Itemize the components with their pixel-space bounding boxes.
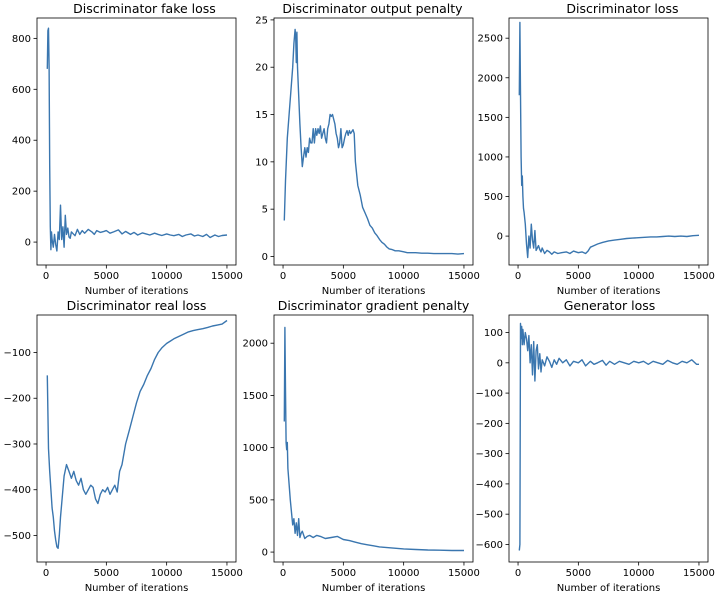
y-tick-label: 15: [255, 110, 268, 121]
y-tick-label: −200: [476, 419, 503, 430]
x-axis-label: Number of iterations: [557, 286, 661, 297]
x-tick-label: 10000: [623, 568, 655, 579]
plot-frame: [36, 17, 237, 266]
chart-title: Discriminator fake loss: [73, 1, 216, 16]
series-line: [283, 28, 465, 255]
y-tick-label: 0: [497, 358, 503, 369]
plot-area: 0 5000 10000 15000 0 200 400 600 800: [12, 27, 243, 282]
y-tick-label: −100: [4, 348, 31, 359]
y-tick-label: 0: [497, 232, 503, 243]
y-tick-label: 400: [12, 136, 31, 147]
y-tick-label: 1000: [243, 443, 268, 454]
x-axis-label: Number of iterations: [322, 286, 426, 297]
x-tick-label: 15000: [448, 271, 480, 282]
x-tick-label: 10000: [388, 568, 420, 579]
plot-frame: [36, 314, 237, 563]
x-tick-label: 10000: [623, 271, 655, 282]
plot-frame: [273, 314, 474, 563]
series-line: [46, 319, 228, 550]
plot-area: 0 5000 10000 15000 0 500 1000 1500 2000 2500: [478, 21, 715, 282]
x-axis-label: Number of iterations: [85, 286, 189, 297]
y-tick-label: −600: [476, 540, 503, 551]
chart-panel-discriminator-output-penalty: Discriminator output penalty 0 5000 10000 1…: [255, 1, 480, 297]
plot-area: 0 5000 10000 15000 −500 −400 −300 −200 −100: [4, 319, 243, 579]
y-tick-label: 2500: [478, 34, 503, 45]
plot-frame: [273, 17, 474, 266]
y-tick-label: −300: [476, 449, 503, 460]
y-tick-label: −500: [476, 510, 503, 521]
x-tick-label: 5000: [566, 568, 591, 579]
x-axis-label: Number of iterations: [85, 583, 189, 594]
x-tick-label: 15000: [683, 271, 715, 282]
x-axis-label: Number of iterations: [322, 583, 426, 594]
y-tick-label: 200: [12, 187, 31, 198]
x-axis-label: Number of iterations: [557, 583, 661, 594]
y-tick-label: 1000: [478, 152, 503, 163]
y-tick-label: 5: [262, 205, 268, 216]
series-line: [283, 326, 464, 552]
y-tick-label: 1500: [243, 391, 268, 402]
y-tick-label: 600: [12, 85, 31, 96]
x-tick-label: 0: [43, 271, 49, 282]
y-tick-label: 0: [262, 252, 268, 263]
series-line: [518, 21, 700, 259]
chart-panel-discriminator-loss: Discriminator loss 0 5000 10000 15000 0 500 10…: [478, 1, 715, 297]
chart-title: Discriminator gradient penalty: [278, 298, 470, 313]
x-tick-label: 15000: [211, 568, 243, 579]
x-tick-label: 0: [515, 271, 521, 282]
x-tick-label: 10000: [151, 568, 183, 579]
y-tick-label: 500: [484, 192, 503, 203]
y-tick-label: 500: [249, 495, 268, 506]
chart-title: Discriminator real loss: [67, 298, 207, 313]
x-tick-label: 10000: [151, 271, 183, 282]
x-tick-label: 10000: [388, 271, 420, 282]
plot-area: 0 5000 10000 15000 0 500 1000 1500 2000: [243, 326, 480, 579]
y-tick-label: −400: [476, 479, 503, 490]
y-tick-label: 2000: [478, 73, 503, 84]
x-tick-label: 5000: [331, 271, 356, 282]
x-tick-label: 5000: [94, 271, 119, 282]
x-tick-label: 0: [280, 271, 286, 282]
plot-area: 0 5000 10000 15000 0 5 10 15 20 25: [255, 15, 480, 282]
x-tick-label: 5000: [94, 568, 119, 579]
x-tick-label: 5000: [566, 271, 591, 282]
chart-title: Discriminator loss: [566, 1, 678, 16]
y-tick-label: −100: [476, 389, 503, 400]
plot-frame: [508, 17, 709, 266]
x-tick-label: 0: [43, 568, 49, 579]
chart-title: Discriminator output penalty: [282, 1, 463, 16]
plot-frame: [508, 314, 709, 563]
chart-title: Generator loss: [564, 298, 656, 313]
x-tick-label: 15000: [448, 568, 480, 579]
y-tick-label: 0: [25, 238, 31, 249]
y-tick-label: −200: [4, 394, 31, 405]
chart-panel-generator-loss: Generator loss 0 5000 10000 15000 −600 −500 −4…: [476, 298, 715, 594]
plot-area: 0 5000 10000 15000 −600 −500 −400 −300 −200 −100 0…: [476, 322, 715, 579]
x-tick-label: 15000: [211, 271, 243, 282]
y-tick-label: 0: [262, 548, 268, 559]
chart-panel-discriminator-fake-loss: Discriminator fake loss 0 5000 10000 150000…: [12, 1, 243, 297]
y-tick-label: −500: [4, 531, 31, 542]
series-line: [518, 322, 699, 551]
y-tick-label: 2000: [243, 339, 268, 350]
series-line: [46, 27, 228, 252]
y-tick-label: 1500: [478, 113, 503, 124]
chart-panel-discriminator-gradient-penalty: Discriminator gradient penalty 0 5000 1000…: [243, 298, 480, 594]
x-tick-label: 0: [515, 568, 521, 579]
y-tick-label: 10: [255, 157, 268, 168]
y-tick-label: 100: [484, 328, 503, 339]
y-tick-label: 20: [255, 63, 268, 74]
chart-panel-discriminator-real-loss: Discriminator real loss 0 5000 10000 15000 −…: [4, 298, 243, 594]
x-tick-label: 15000: [683, 568, 715, 579]
y-tick-label: −300: [4, 439, 31, 450]
y-tick-label: 25: [255, 15, 268, 26]
y-tick-label: −400: [4, 485, 31, 496]
x-tick-label: 5000: [331, 568, 356, 579]
x-tick-label: 0: [280, 568, 286, 579]
y-tick-label: 800: [12, 34, 31, 45]
